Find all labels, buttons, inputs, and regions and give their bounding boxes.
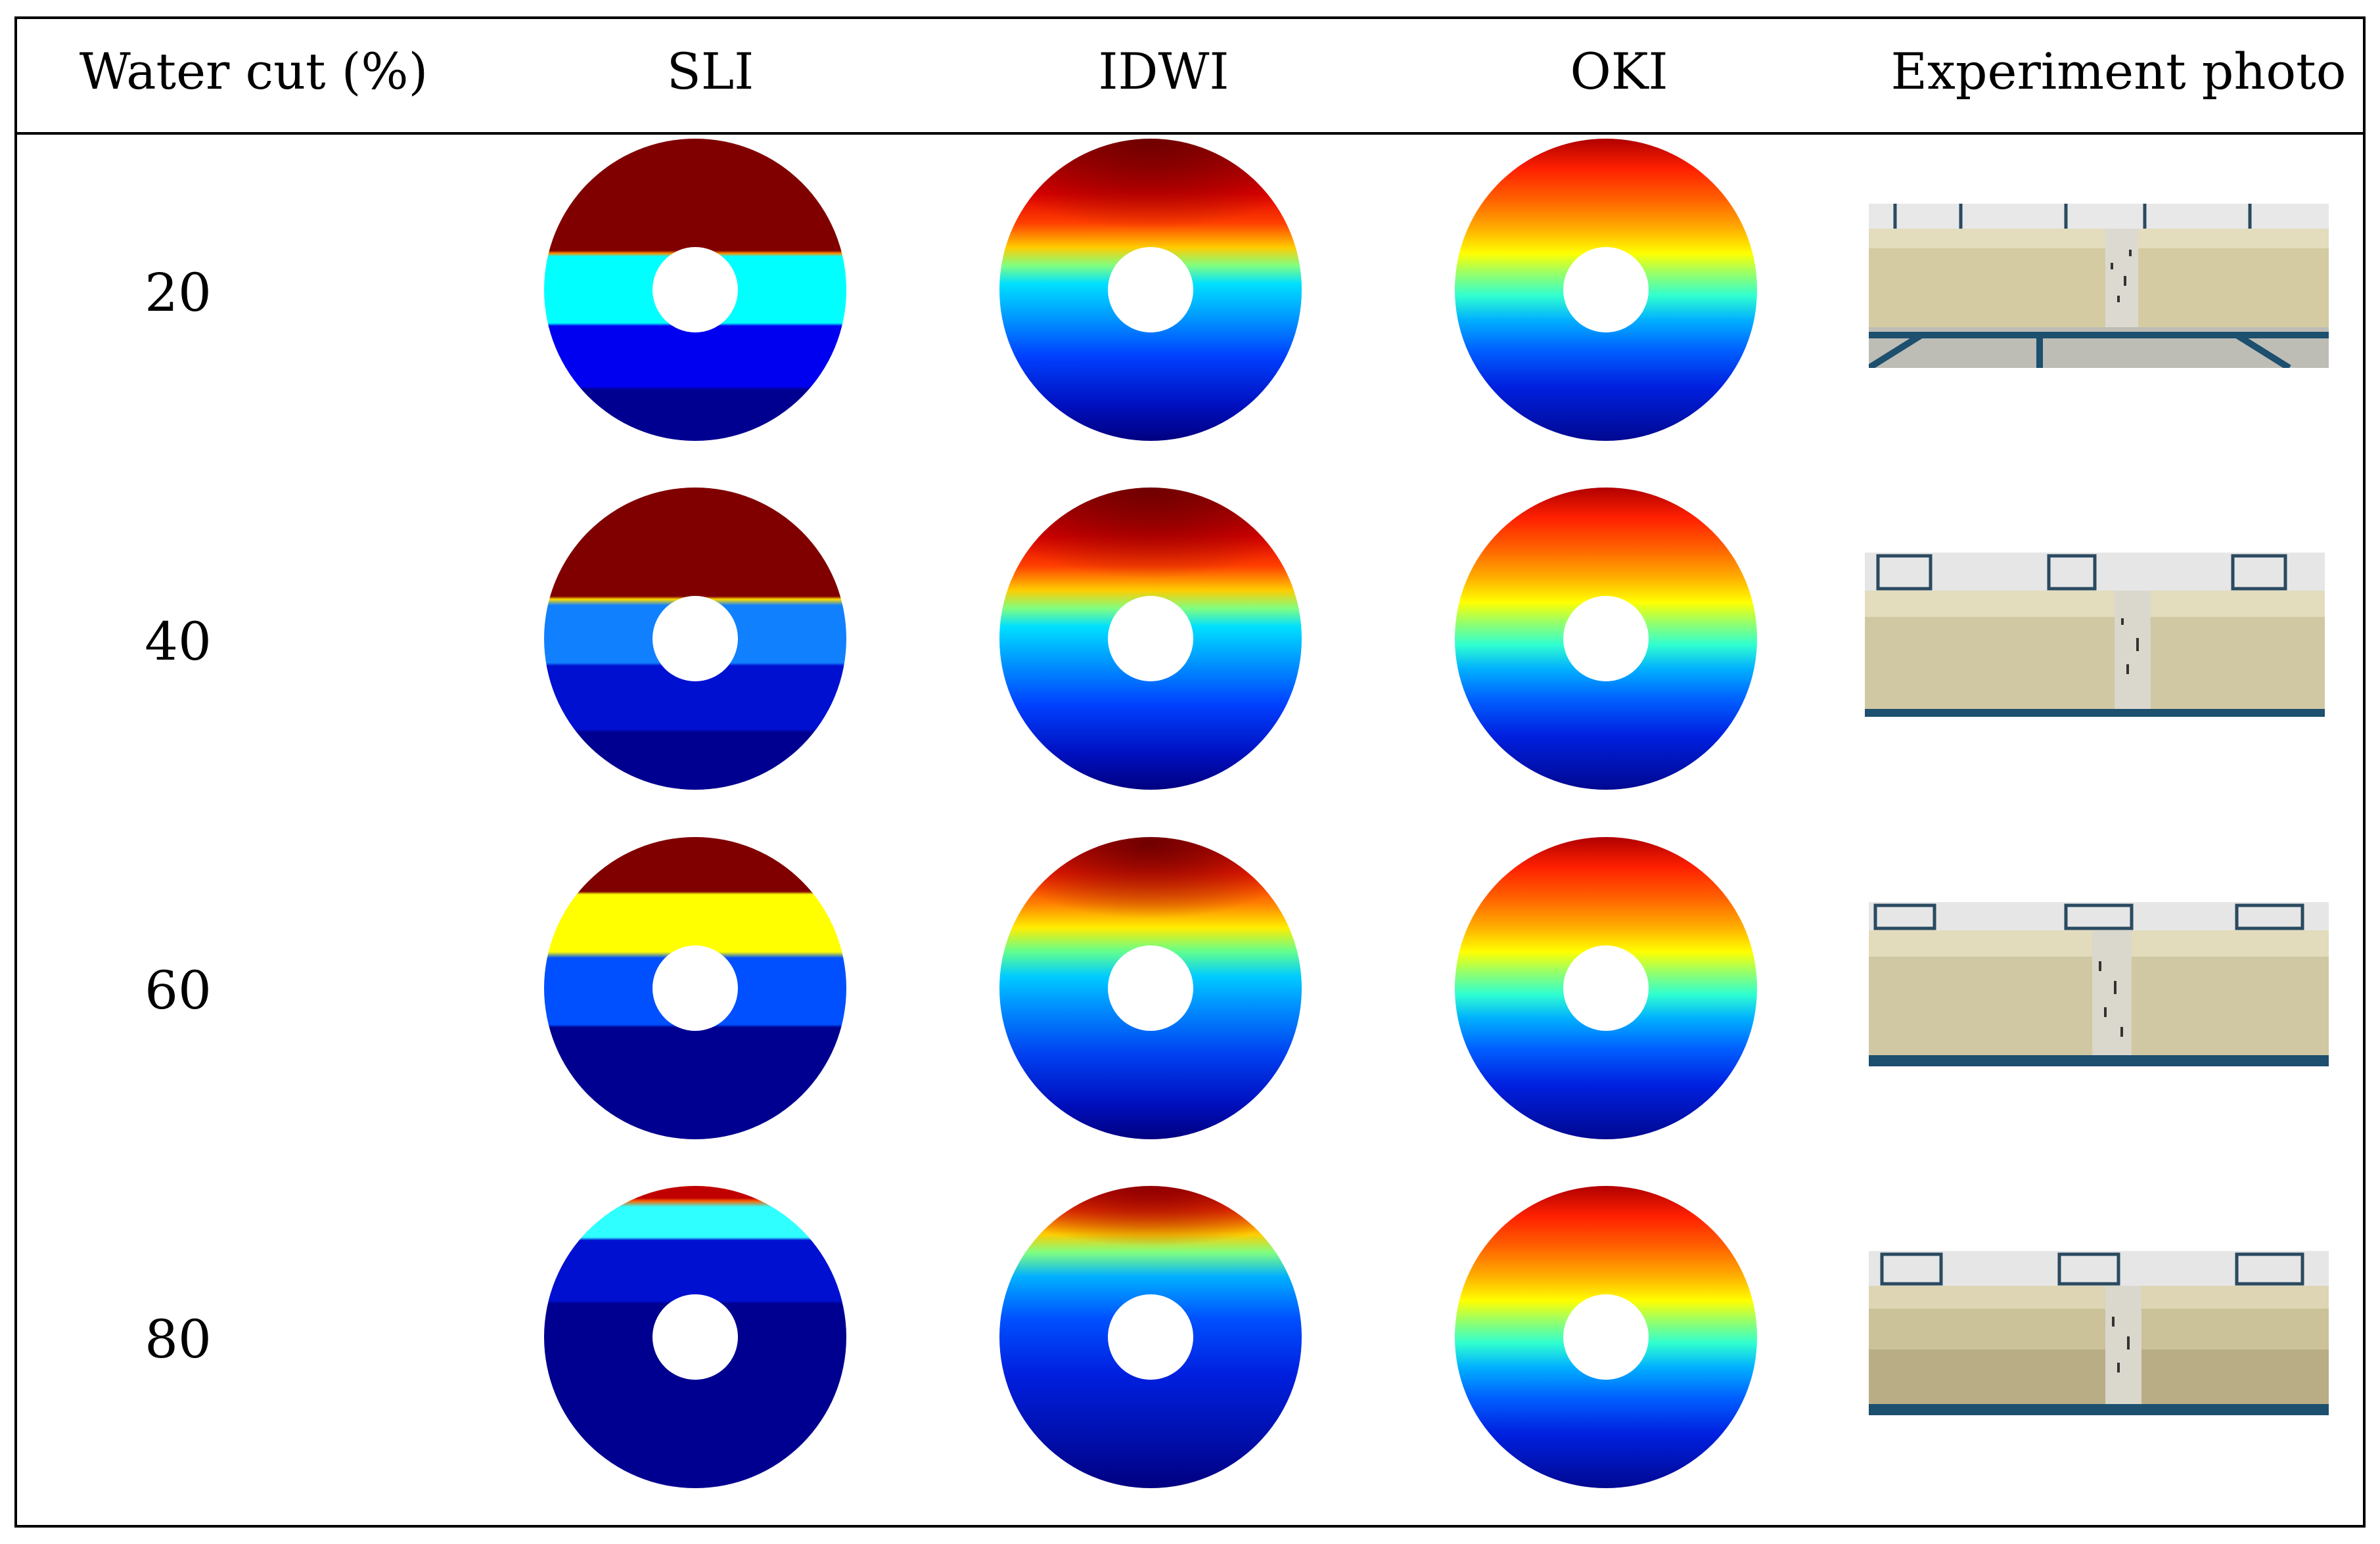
- experiment-photo: [1865, 553, 2325, 717]
- experiment-photo: [1869, 1251, 2329, 1415]
- water-cut-value: 80: [145, 1309, 212, 1370]
- oki-disc: [1455, 488, 1757, 790]
- idwi-disc: [999, 1186, 1302, 1488]
- header-idwi: IDWI: [1098, 42, 1229, 101]
- sli-disc: [544, 837, 846, 1139]
- pipe-photo-icon: [1865, 553, 2325, 717]
- idwi-disc: [999, 488, 1302, 790]
- experiment-photo: [1869, 902, 2329, 1066]
- idwi-disc: [999, 139, 1302, 441]
- header-sli: SLI: [666, 42, 754, 101]
- pipe-photo-icon: [1869, 902, 2329, 1066]
- header-water-cut: Water cut (%): [79, 42, 428, 101]
- sli-disc: [544, 139, 846, 441]
- oki-disc: [1455, 139, 1757, 441]
- oki-disc: [1455, 1186, 1757, 1488]
- figure-table: Water cut (%) SLI IDWI OKI Experiment ph…: [14, 16, 2366, 1528]
- water-cut-value: 20: [145, 262, 212, 323]
- oki-disc: [1455, 837, 1757, 1139]
- sli-disc: [544, 488, 846, 790]
- header-experiment-photo: Experiment photo: [1890, 42, 2346, 101]
- experiment-photo: [1869, 204, 2329, 368]
- pipe-photo-icon: [1869, 204, 2329, 368]
- pipe-photo-icon: [1869, 1251, 2329, 1415]
- idwi-disc: [999, 837, 1302, 1139]
- sli-disc: [544, 1186, 846, 1488]
- header-divider: [17, 132, 2363, 135]
- water-cut-value: 40: [145, 611, 212, 672]
- header-oki: OKI: [1570, 42, 1668, 101]
- water-cut-value: 60: [145, 960, 212, 1021]
